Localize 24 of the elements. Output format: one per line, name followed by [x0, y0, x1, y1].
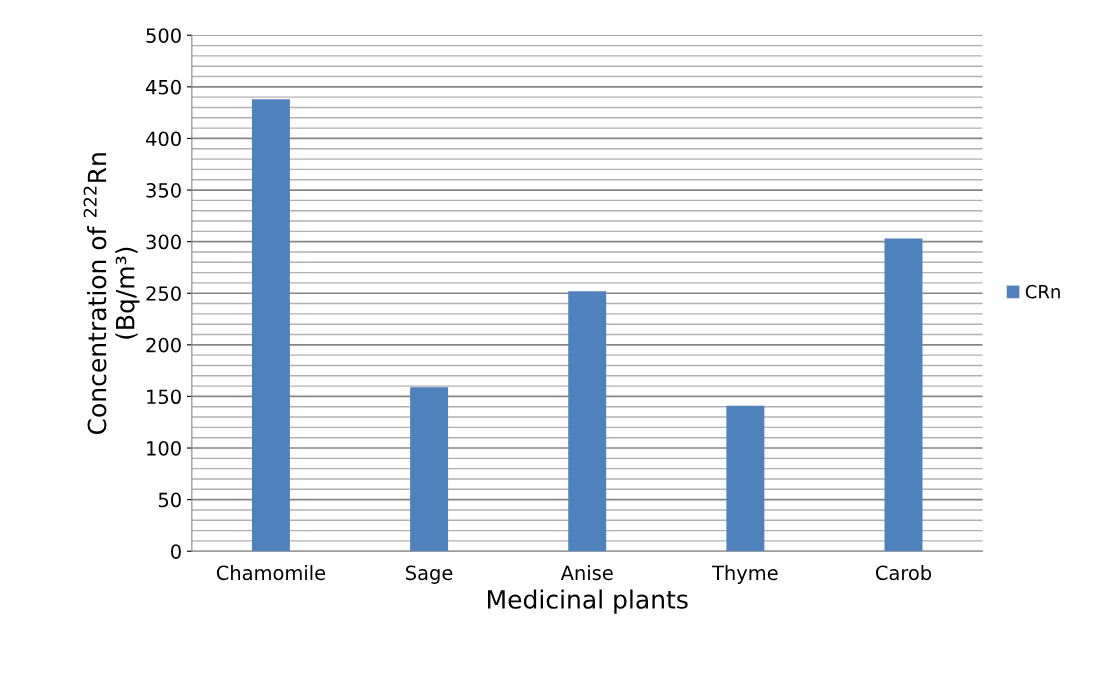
text: Concentration of $^{222}$Rn (Bq/m³) [83, 153, 140, 435]
y-tick-label: 200 [146, 337, 181, 353]
x-tick-label: Chamomile [216, 565, 326, 581]
y-tick-label: 250 [146, 286, 181, 301]
y-tick-label: 500 [146, 28, 181, 43]
y-tick-label: 350 [146, 183, 181, 198]
bar [726, 405, 765, 552]
y-tick-label: 0 [171, 544, 181, 559]
x-tick-label: Sage [406, 565, 453, 584]
legend-label: CRn [1025, 284, 1060, 299]
x-axis-title: Medicinal plants [488, 589, 688, 614]
bar [251, 99, 290, 552]
x-tick-label: Thyme [711, 565, 778, 584]
y-tick-label: 100 [147, 440, 181, 456]
bar [410, 387, 449, 552]
bar [568, 291, 607, 552]
y-tick-label: 150 [147, 389, 181, 405]
y-tick-label: 450 [145, 79, 181, 95]
x-tick-label: Carob [875, 565, 932, 581]
y-tick-label: 400 [145, 131, 181, 147]
y-tick-label: 300 [146, 234, 181, 250]
y-tick-label: 50 [158, 492, 181, 508]
x-tick-label: Anise [560, 565, 613, 581]
bar [884, 238, 923, 552]
